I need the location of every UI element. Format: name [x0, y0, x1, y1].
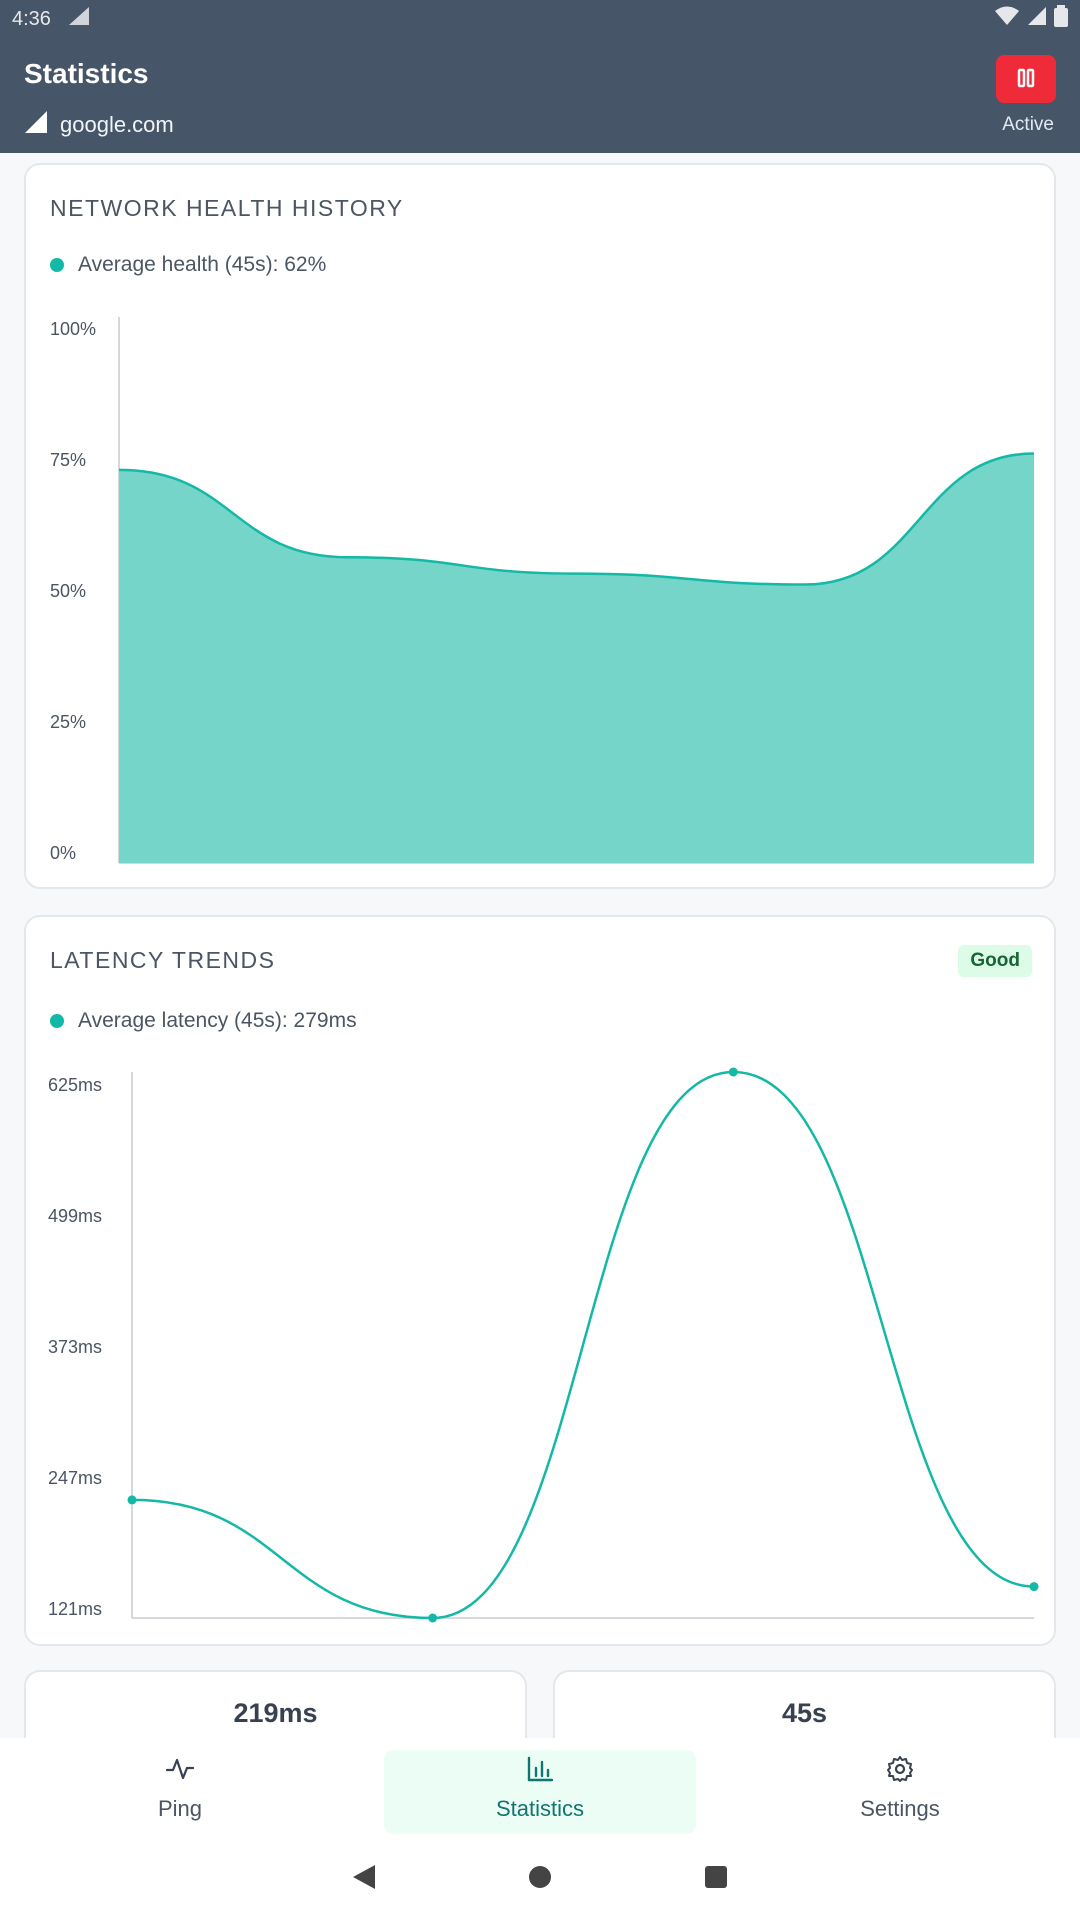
stat-card-left: 219ms: [24, 1670, 527, 1750]
stat-value: 219ms: [233, 1698, 318, 1728]
nav-item-settings[interactable]: Settings: [720, 1738, 1080, 1838]
health-area: [119, 453, 1034, 863]
y-tick-label: 25%: [50, 712, 86, 732]
signal-strength-icon: [24, 110, 48, 140]
host-row: google.com: [24, 110, 174, 140]
bar-chart-icon: [525, 1754, 555, 1790]
health-card-title: NETWORK HEALTH HISTORY: [50, 195, 404, 221]
wifi-icon: [994, 5, 1020, 33]
home-icon[interactable]: [527, 1864, 553, 1895]
nav-label: Statistics: [495, 1796, 585, 1821]
health-line: [118, 452, 1035, 586]
status-time: 4:36: [12, 7, 51, 30]
health-chart: 100% 75% 50% 25% 0%: [50, 317, 1035, 864]
y-tick-label: 75%: [50, 450, 86, 470]
bottom-navigation: Ping Statistics Settings: [0, 1738, 1080, 1838]
latency-chart: 625ms 499ms 373ms 247ms 121ms: [48, 1067, 1039, 1623]
health-legend-text: Average health (45s): 62%: [78, 253, 327, 276]
network-health-card: NETWORK HEALTH HISTORY Average health (4…: [24, 163, 1056, 889]
y-tick-label: 100%: [50, 319, 96, 339]
battery-icon: [1054, 5, 1068, 33]
y-tick-label: 121ms: [48, 1599, 102, 1619]
nav-label: Ping: [157, 1796, 203, 1821]
latency-line: [131, 1070, 1035, 1620]
recents-icon[interactable]: [703, 1864, 729, 1895]
page-title: Statistics: [24, 58, 149, 89]
y-tick-label: 625ms: [48, 1075, 102, 1095]
y-tick-label: 0%: [50, 843, 76, 863]
legend-dot-icon: [50, 1014, 64, 1028]
latency-quality-badge: Good: [958, 945, 1032, 977]
system-navigation-bar: [0, 1838, 1080, 1920]
cell-signal-icon: [67, 5, 93, 33]
y-tick-label: 50%: [50, 581, 86, 601]
latency-legend: Average latency (45s): 279ms: [50, 1009, 357, 1033]
status-bar: 4:36: [0, 0, 1080, 38]
y-tick-label: 373ms: [48, 1337, 102, 1357]
y-tick-label: 499ms: [48, 1206, 102, 1226]
monitoring-status: Active: [1002, 114, 1054, 135]
latency-point: [728, 1067, 738, 1077]
host-name: google.com: [60, 112, 174, 137]
stat-card-right: 45s: [553, 1670, 1056, 1750]
nav-label: Settings: [860, 1796, 940, 1821]
latency-point: [428, 1613, 438, 1623]
latency-points: [127, 1067, 1039, 1623]
pause-button[interactable]: [996, 55, 1056, 103]
latency-card-title: LATENCY TRENDS: [50, 947, 276, 973]
nav-item-ping[interactable]: Ping: [0, 1738, 360, 1838]
pause-icon: [1017, 68, 1035, 91]
active-indicator: [384, 1750, 696, 1834]
signal-icon: [1026, 5, 1048, 33]
health-legend: Average health (45s): 62%: [50, 253, 326, 277]
back-icon[interactable]: [351, 1863, 377, 1896]
y-tick-label: 247ms: [48, 1468, 102, 1488]
latency-point: [1029, 1582, 1039, 1592]
nav-item-statistics[interactable]: Statistics: [360, 1738, 720, 1838]
app-header: Statistics google.com Active: [0, 38, 1080, 153]
stat-value: 45s: [781, 1698, 828, 1728]
legend-dot-icon: [50, 258, 64, 272]
activity-icon: [165, 1754, 195, 1790]
latency-point: [127, 1495, 137, 1505]
latency-legend-text: Average latency (45s): 279ms: [78, 1009, 357, 1032]
gear-icon: [885, 1754, 915, 1790]
latency-trends-card: LATENCY TRENDS Good Average latency (45s…: [24, 915, 1056, 1646]
